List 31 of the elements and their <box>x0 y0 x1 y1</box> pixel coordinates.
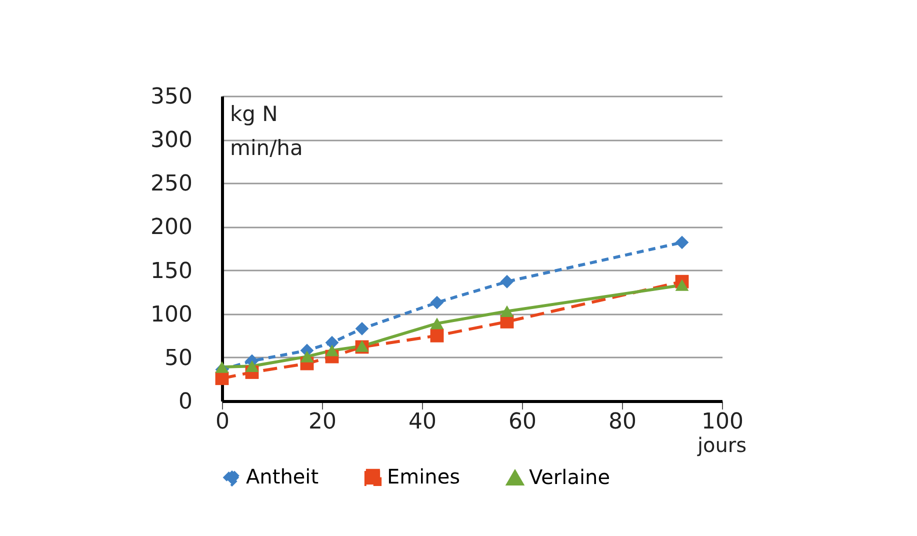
y-axis-title: kg N min/ha <box>230 102 303 160</box>
y-tick-label: 250 <box>150 172 192 197</box>
legend-label: Verlaine <box>529 464 610 489</box>
x-tick-label: 100 <box>702 410 744 434</box>
y-tick-label: 350 <box>150 84 192 110</box>
y-tick-label: 0 <box>178 390 192 414</box>
y-tick-label: 300 <box>150 128 192 154</box>
y-tick-label: 100 <box>150 302 192 328</box>
legend-label: Emines <box>387 464 460 488</box>
point <box>215 361 229 373</box>
legend-label: Antheit <box>246 464 319 488</box>
point <box>430 318 444 330</box>
point <box>500 305 514 318</box>
point <box>355 322 369 336</box>
point <box>675 279 689 291</box>
x-tick-label: 80 <box>608 410 636 434</box>
y-tick-label: 150 <box>150 258 192 284</box>
x-tick-label: 60 <box>508 410 536 434</box>
point <box>430 328 444 342</box>
y-tick-label: 50 <box>164 346 192 371</box>
point <box>430 296 444 310</box>
x-tick-label: 0 <box>216 410 230 434</box>
point <box>300 350 314 362</box>
x-tick-label: 40 <box>408 410 436 434</box>
x-tick-label: 20 <box>308 410 336 434</box>
point <box>675 236 689 250</box>
point <box>245 360 259 372</box>
x-axis-title: jours <box>696 433 747 457</box>
point <box>325 344 339 356</box>
y-tick-label: 200 <box>150 215 192 240</box>
point <box>500 274 514 288</box>
